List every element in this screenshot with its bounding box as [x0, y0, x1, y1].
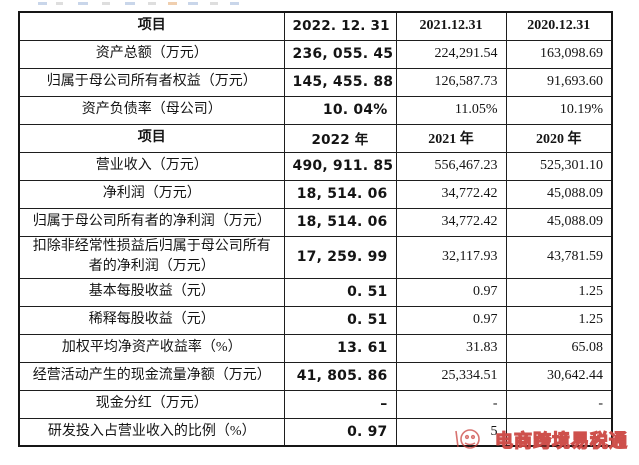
table-row: 现金分红（万元） – - - — [18, 389, 613, 419]
value-2020: 10.19% — [505, 95, 613, 125]
value-2022: 0. 51 — [283, 277, 397, 307]
value-2022: 0. 51 — [283, 305, 397, 335]
row-label: 资产负债率（母公司） — [18, 95, 285, 125]
row-label: 项目 — [18, 123, 285, 153]
table-row: 稀释每股收益（元） 0. 51 0.97 1.25 — [18, 305, 613, 335]
value-2022: 41, 805. 86 — [283, 361, 397, 391]
value-2020: 2020.12.31 — [505, 11, 613, 41]
value-2021: 556,467.23 — [395, 151, 507, 181]
row-label: 资产总额（万元） — [18, 39, 285, 69]
value-2021: 32,117.93 — [395, 235, 507, 279]
table-header-row: 项目 2022 年 2021 年 2020 年 — [18, 123, 613, 153]
value-2021: 2021 年 — [395, 123, 507, 153]
value-2021: 31.83 — [395, 333, 507, 363]
value-2021: 0.97 — [395, 305, 507, 335]
table-row: 资产负债率（母公司） 10. 04% 11.05% 10.19% — [18, 95, 613, 125]
value-2020: 45,088.09 — [505, 179, 613, 209]
table-row: 净利润（万元） 18, 514. 06 34,772.42 45,088.09 — [18, 179, 613, 209]
row-label: 加权平均净资产收益率（%） — [18, 333, 285, 363]
financial-table-body: 项目 2022. 12. 31 2021.12.31 2020.12.31 资产总额（万… — [18, 11, 613, 447]
value-2020: 1.25 — [505, 277, 613, 307]
row-label: 项目 — [18, 11, 285, 41]
table-row: 营业收入（万元） 490, 911. 85 556,467.23 525,301.10 — [18, 151, 613, 181]
row-label: 归属于母公司所有者权益（万元） — [18, 67, 285, 97]
value-2022: 2022. 12. 31 — [283, 11, 397, 41]
value-2021: 0.97 — [395, 277, 507, 307]
value-2020: 2020 年 — [505, 123, 613, 153]
table-row: 研发投入占营业收入的比例（%） 0. 97 5 — [18, 417, 613, 447]
value-2021: 126,587.73 — [395, 67, 507, 97]
table-header-row: 项目 2022. 12. 31 2021.12.31 2020.12.31 — [18, 11, 613, 41]
value-2021: 224,291.54 — [395, 39, 507, 69]
value-2022: 17, 259. 99 — [283, 235, 397, 279]
table-row: 归属于母公司所有者权益（万元） 145, 455. 88 126,587.73 91,… — [18, 67, 613, 97]
value-2022: 2022 年 — [283, 123, 397, 153]
table-row: 加权平均净资产收益率（%） 13. 61 31.83 65.08 — [18, 333, 613, 363]
value-2020: 45,088.09 — [505, 207, 613, 237]
value-2021: - — [395, 389, 507, 419]
value-2021: 25,334.51 — [395, 361, 507, 391]
value-2021: 34,772.42 — [395, 207, 507, 237]
value-2022: 490, 911. 85 — [283, 151, 397, 181]
row-label: 研发投入占营业收入的比例（%） — [18, 417, 285, 447]
value-2021: 11.05% — [395, 95, 507, 125]
table-row: 资产总额（万元） 236, 055. 45 224,291.54 163,098.69 — [18, 39, 613, 69]
row-label: 稀释每股收益（元） — [18, 305, 285, 335]
value-2022: 0. 97 — [283, 417, 397, 447]
row-label: 扣除非经常性损益后归属于母公司所有者的净利润（万元） — [18, 235, 285, 279]
value-2021: 34,772.42 — [395, 179, 507, 209]
value-2020: - — [505, 389, 613, 419]
value-2022: – — [283, 389, 397, 419]
value-2022: 18, 514. 06 — [283, 207, 397, 237]
value-2022: 10. 04% — [283, 95, 397, 125]
row-label: 现金分红（万元） — [18, 389, 285, 419]
value-2020: 43,781.59 — [505, 235, 613, 279]
value-2020: 30,642.44 — [505, 361, 613, 391]
value-2021: 5 — [395, 417, 507, 447]
table-row: 归属于母公司所有者的净利润（万元） 18, 514. 06 34,772.42 45,… — [18, 207, 613, 237]
table-row: 经营活动产生的现金流量净额（万元） 41, 805. 86 25,334.51 30,… — [18, 361, 613, 391]
row-label: 归属于母公司所有者的净利润（万元） — [18, 207, 285, 237]
value-2021: 2021.12.31 — [395, 11, 507, 41]
value-2020: 91,693.60 — [505, 67, 613, 97]
table-row: 扣除非经常性损益后归属于母公司所有者的净利润（万元） 17, 259. 99 32,… — [18, 235, 613, 279]
row-label: 基本每股收益（元） — [18, 277, 285, 307]
value-2022: 236, 055. 45 — [283, 39, 397, 69]
row-label: 净利润（万元） — [18, 179, 285, 209]
table-row: 基本每股收益（元） 0. 51 0.97 1.25 — [18, 277, 613, 307]
value-2022: 18, 514. 06 — [283, 179, 397, 209]
value-2020: 1.25 — [505, 305, 613, 335]
value-2020: 163,098.69 — [505, 39, 613, 69]
row-label: 经营活动产生的现金流量净额（万元） — [18, 361, 285, 391]
value-2020: 525,301.10 — [505, 151, 613, 181]
cropped-text-remnant — [30, 1, 290, 7]
value-2022: 145, 455. 88 — [283, 67, 397, 97]
financial-summary-table: 项目 2022. 12. 31 2021.12.31 2020.12.31 资产总额（万… — [18, 11, 613, 447]
value-2020: 65.08 — [505, 333, 613, 363]
row-label: 营业收入（万元） — [18, 151, 285, 181]
value-2020 — [505, 417, 613, 447]
value-2022: 13. 61 — [283, 333, 397, 363]
